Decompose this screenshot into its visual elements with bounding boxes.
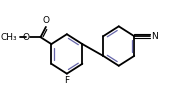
- Text: O: O: [42, 16, 49, 25]
- Text: CH₃: CH₃: [1, 33, 17, 42]
- Text: N: N: [151, 32, 157, 41]
- Text: O: O: [22, 33, 29, 42]
- Text: F: F: [64, 76, 69, 85]
